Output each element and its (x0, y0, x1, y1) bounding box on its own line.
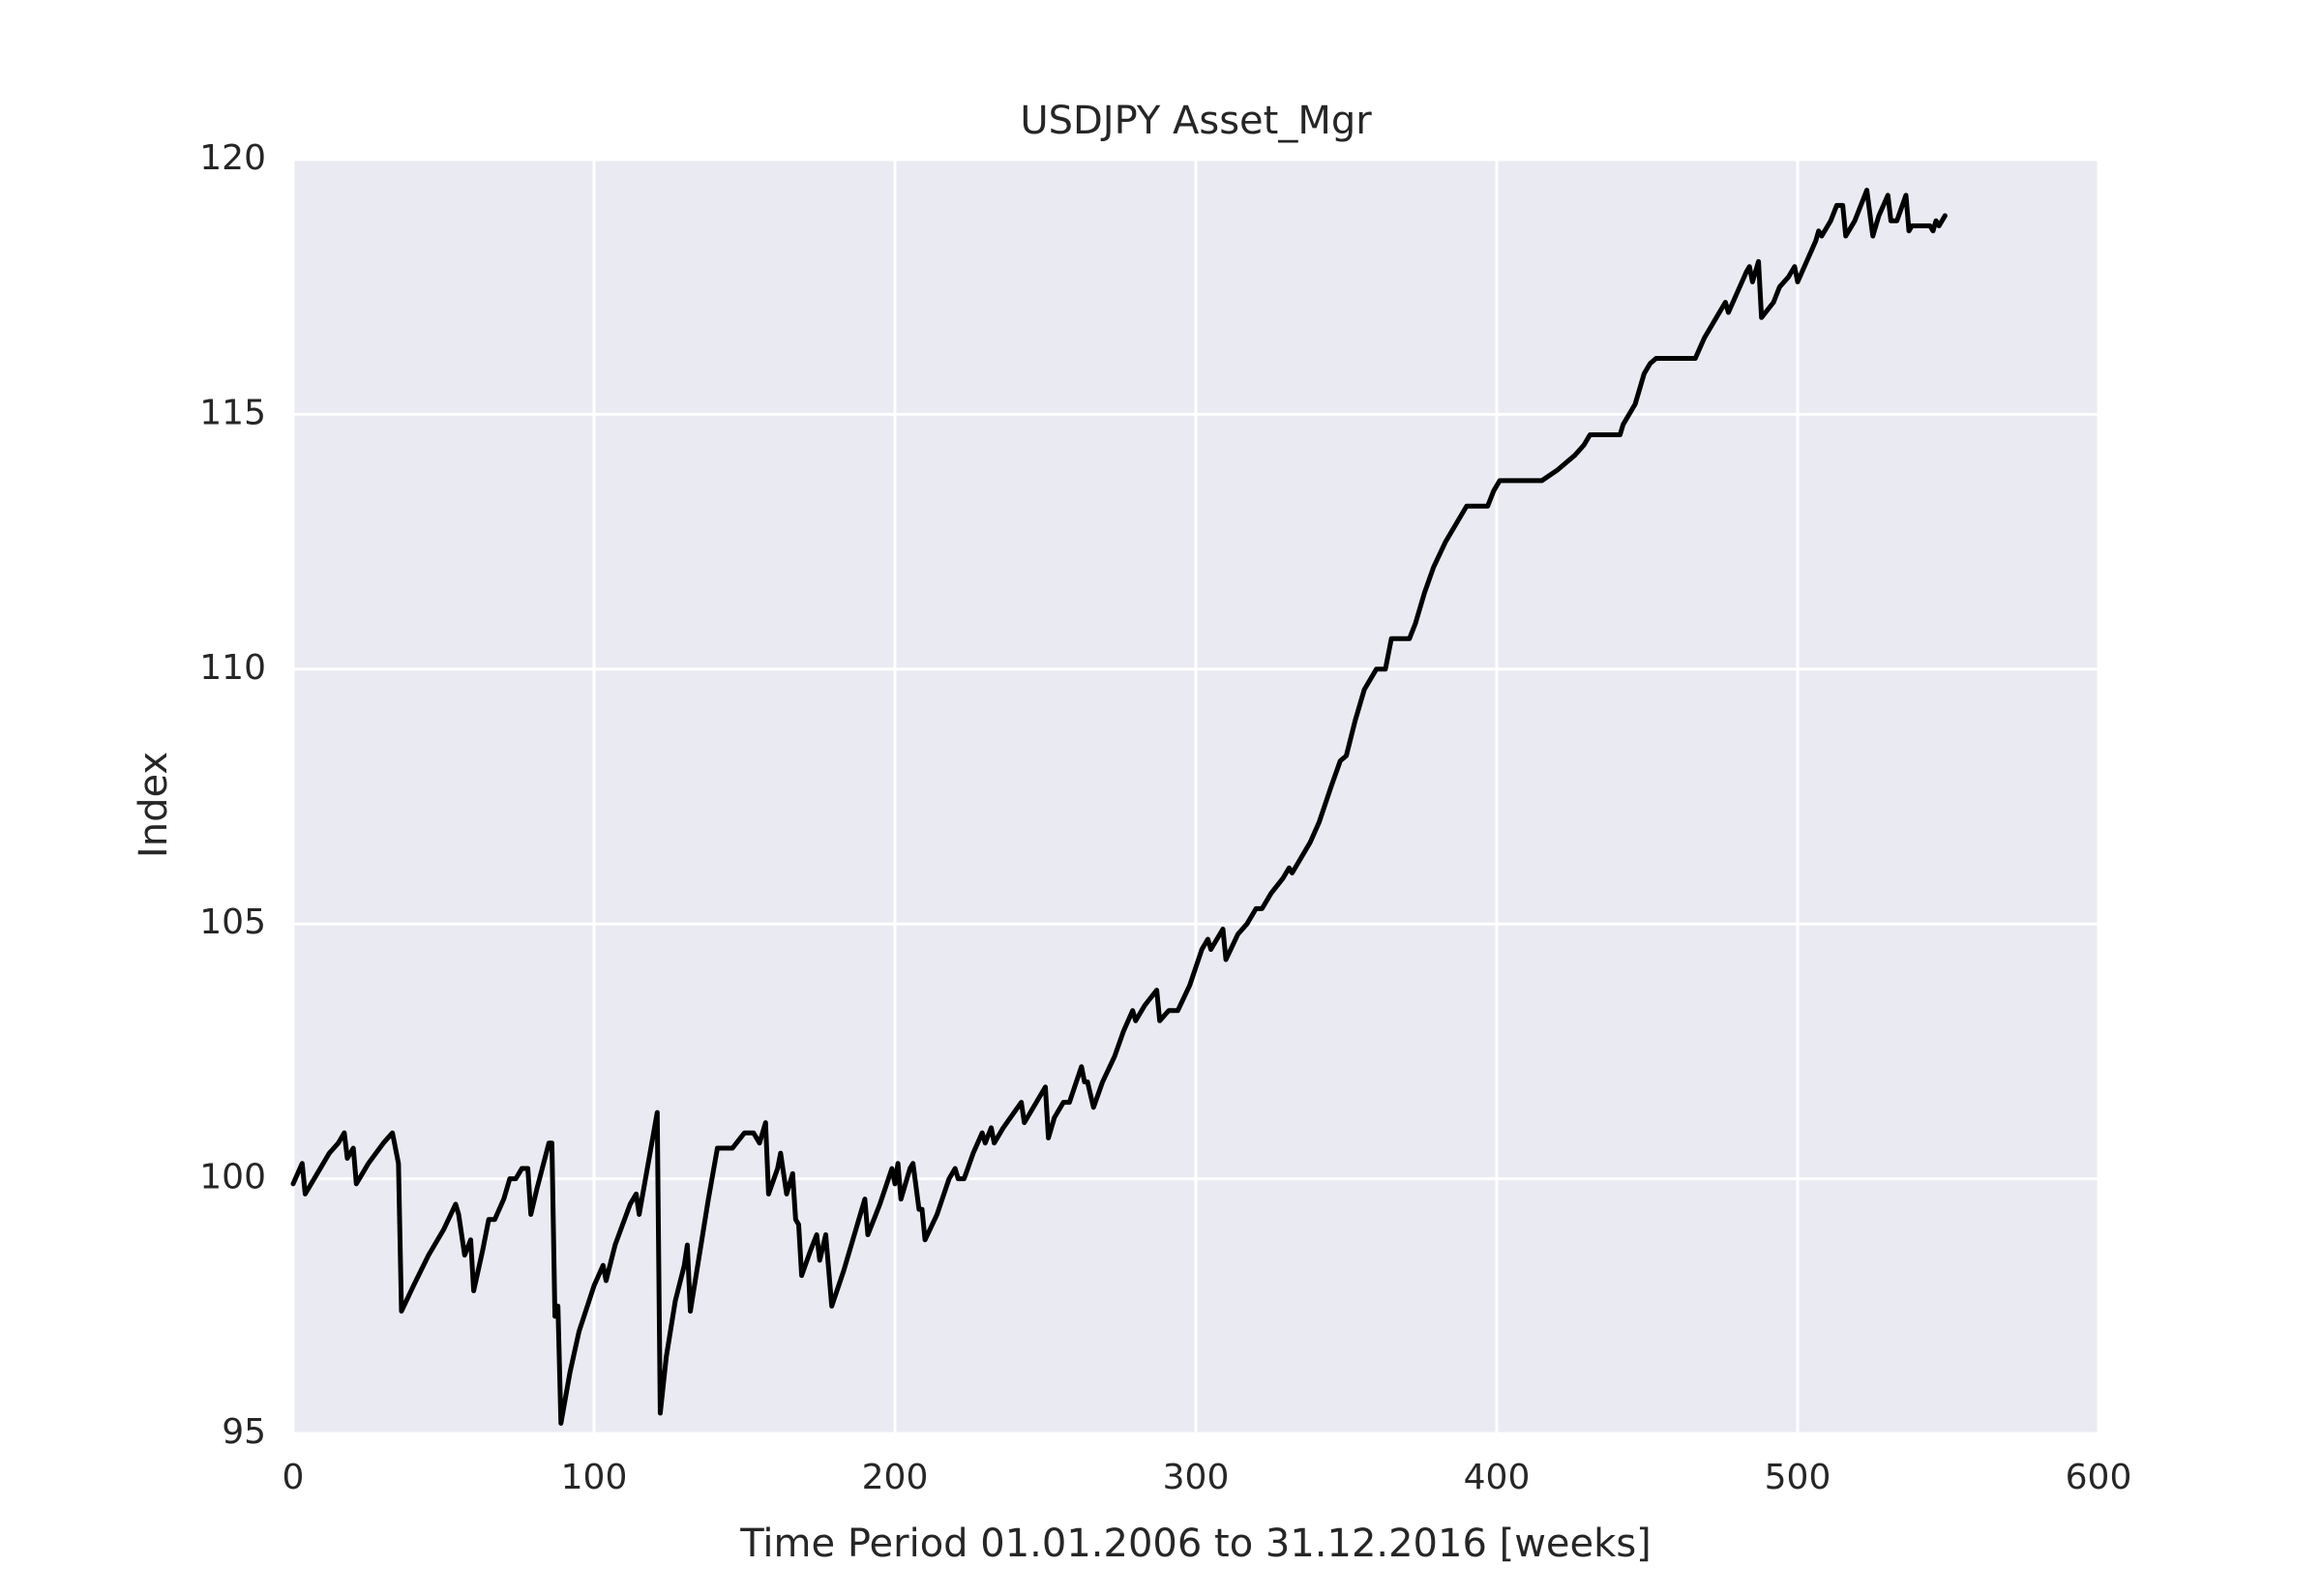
x-tick-label: 0 (283, 1458, 305, 1497)
x-tick-label: 300 (1163, 1458, 1230, 1497)
y-tick-label: 105 (199, 902, 266, 942)
line-series (290, 188, 1948, 1426)
grid (291, 158, 2100, 1435)
x-tick-label: 400 (1464, 1458, 1531, 1497)
x-tick-label: 500 (1765, 1458, 1831, 1497)
labels: 0 100 200 300 400 500 600 95 100 105 110 115 120 (199, 138, 2131, 1497)
marks (290, 188, 1948, 1426)
y-axis-label: Index (132, 752, 176, 858)
y-tick-label: 110 (199, 648, 266, 688)
x-axis-label: Time Period 01.01.2006 to 31.12.2016 [we… (739, 1522, 1652, 1566)
x-tick-label: 600 (2066, 1458, 2132, 1497)
x-tick-label: 100 (561, 1458, 628, 1497)
y-tick-label: 115 (199, 393, 266, 432)
chart-title: USDJPY Asset_Mgr (1020, 99, 1372, 143)
y-tick-label: 100 (199, 1158, 266, 1197)
x-tick-label: 200 (862, 1458, 929, 1497)
y-tick-label: 95 (222, 1412, 266, 1452)
y-tick-label: 120 (199, 138, 266, 178)
